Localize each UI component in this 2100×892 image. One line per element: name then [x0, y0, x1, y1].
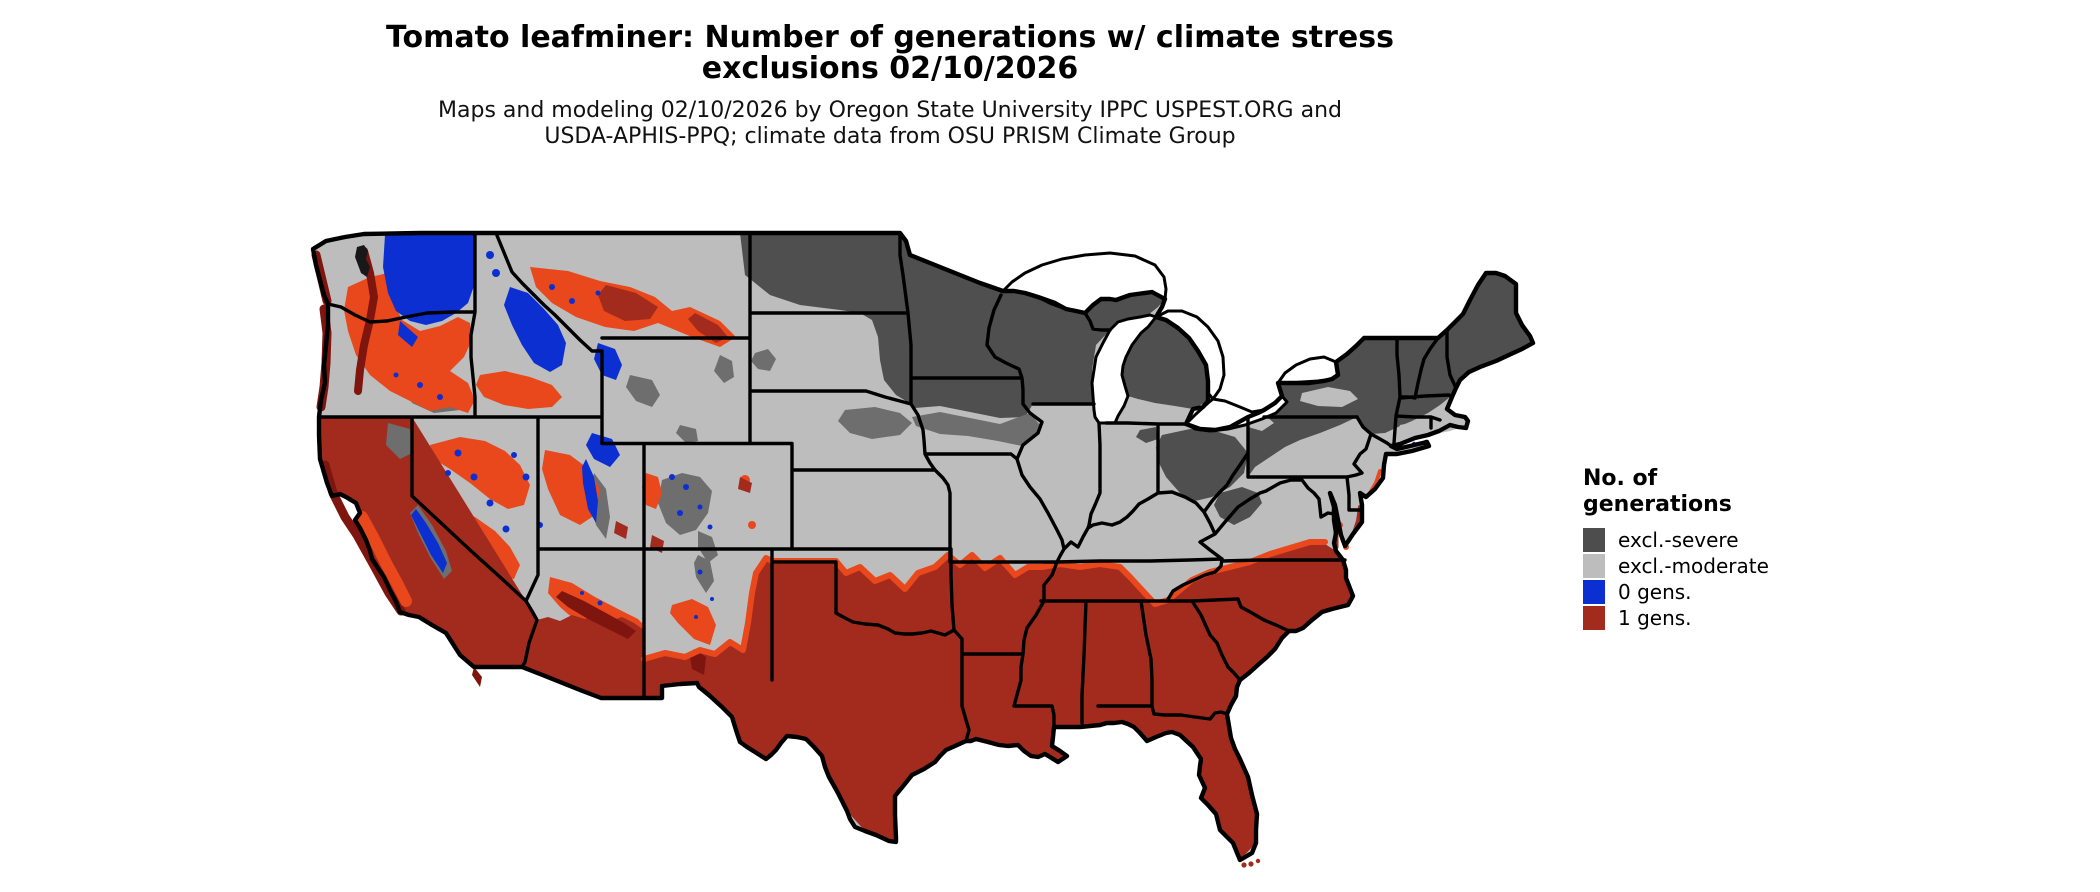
- legend-title-line1: No. of: [1583, 466, 1658, 491]
- legend-item: 0 gens.: [1583, 579, 1769, 605]
- legend-label: 1 gens.: [1618, 606, 1692, 630]
- legend-label: excl.-severe: [1618, 528, 1739, 552]
- legend-item: 1 gens.: [1583, 605, 1769, 631]
- us-outline: [310, 230, 1536, 863]
- legend-swatch-one-gen: [1583, 606, 1605, 630]
- map-subtitle: Maps and modeling 02/10/2026 by Oregon S…: [0, 98, 1780, 150]
- legend-title: No. of generations: [1583, 466, 1769, 518]
- legend: No. of generations excl.-severe excl.-mo…: [1583, 466, 1769, 631]
- transition-orange-region: [344, 267, 756, 649]
- severe-region: [740, 233, 1533, 525]
- map-title: Tomato leafminer: Number of generations …: [0, 22, 1780, 84]
- legend-swatch-zero-gens: [1583, 580, 1605, 604]
- map-title-line1: Tomato leafminer: Number of generations …: [386, 20, 1394, 55]
- map-subtitle-line1: Maps and modeling 02/10/2026 by Oregon S…: [438, 98, 1342, 123]
- us-map: [310, 230, 1536, 868]
- header: Tomato leafminer: Number of generations …: [0, 22, 1780, 150]
- legend-item: excl.-moderate: [1583, 553, 1769, 579]
- puget-sound: [355, 245, 370, 277]
- state-borders: [317, 231, 1458, 743]
- legend-swatch-severe: [1583, 528, 1605, 552]
- legend-label: excl.-moderate: [1618, 554, 1769, 578]
- legend-item: excl.-severe: [1583, 527, 1769, 553]
- map-subtitle-line2: USDA-APHIS-PPQ; climate data from OSU PR…: [544, 124, 1236, 149]
- legend-label: 0 gens.: [1618, 580, 1692, 604]
- legend-swatch-moderate: [1583, 554, 1605, 578]
- legend-items: excl.-severe excl.-moderate 0 gens. 1 ge…: [1583, 527, 1769, 631]
- us-map-container: [300, 225, 1550, 885]
- map-title-line2: exclusions 02/10/2026: [701, 51, 1079, 86]
- legend-title-line2: generations: [1583, 492, 1732, 517]
